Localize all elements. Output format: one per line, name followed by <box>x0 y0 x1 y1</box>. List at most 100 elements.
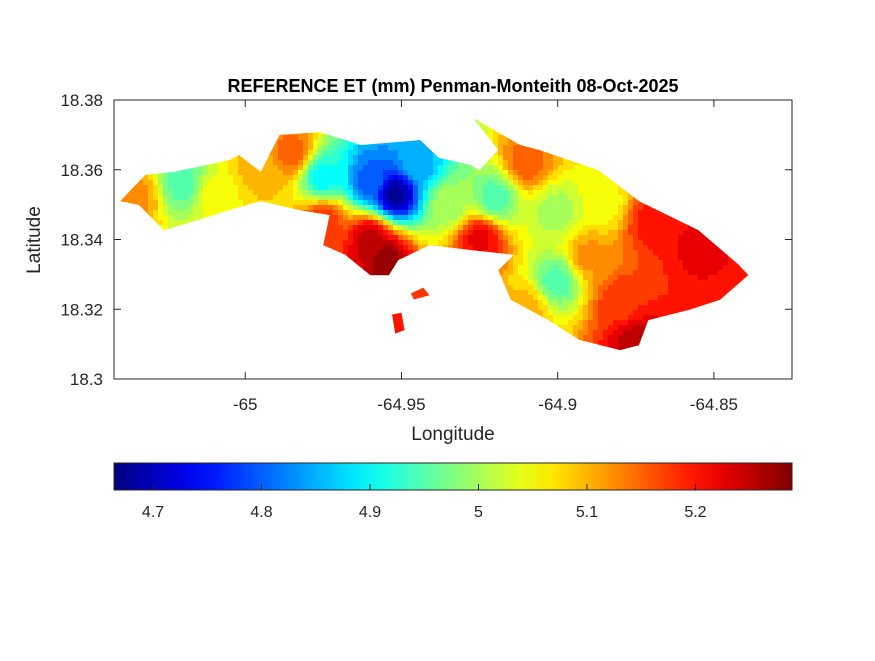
contour-cell <box>328 145 334 151</box>
contour-cell <box>208 200 214 206</box>
contour-cell <box>383 170 389 176</box>
contour-cell <box>398 220 404 226</box>
contour-cell <box>248 195 254 201</box>
contour-cell <box>233 180 239 186</box>
contour-cell <box>623 290 629 296</box>
contour-cell <box>423 190 429 196</box>
contour-cell <box>513 170 519 176</box>
contour-cell <box>613 285 619 291</box>
contour-cell <box>273 150 279 156</box>
contour-cell <box>533 165 539 171</box>
contour-cell <box>288 145 294 151</box>
contour-cell <box>558 220 564 226</box>
contour-cell <box>513 175 519 181</box>
contour-cell <box>608 335 614 341</box>
contour-cell <box>263 175 269 181</box>
contour-cell <box>533 175 539 181</box>
contour-cell <box>283 170 289 176</box>
contour-cell <box>218 165 224 171</box>
contour-cell <box>473 180 479 186</box>
contour-cell <box>483 130 489 136</box>
contour-cell <box>363 205 369 211</box>
contour-cell <box>323 205 329 211</box>
contour-cell <box>508 280 514 286</box>
contour-cell <box>363 170 369 176</box>
contour-cell <box>593 215 599 221</box>
contour-cell <box>383 255 389 261</box>
contour-cell <box>488 135 494 141</box>
contour-cell <box>183 170 189 176</box>
contour-cell <box>378 160 384 166</box>
contour-cell <box>378 145 384 151</box>
contour-cell <box>583 305 589 311</box>
contour-cell <box>548 225 554 231</box>
contour-cell <box>523 255 529 261</box>
contour-cell <box>403 165 409 171</box>
contour-cell <box>348 180 354 186</box>
contour-cell <box>413 195 419 201</box>
contour-cell <box>538 230 544 236</box>
contour-cell <box>488 180 494 186</box>
contour-cell <box>588 180 594 186</box>
contour-cell <box>458 175 464 181</box>
contour-cell <box>563 290 569 296</box>
contour-cell <box>613 230 619 236</box>
contour-cell <box>568 235 574 241</box>
contour-cell <box>368 175 374 181</box>
contour-cell <box>423 165 429 171</box>
contour-cell <box>308 180 314 186</box>
contour-cell <box>323 160 329 166</box>
contour-cell <box>513 210 519 216</box>
contour-cell <box>533 215 539 221</box>
contour-cell <box>508 290 514 296</box>
contour-cell <box>528 260 534 266</box>
contour-cell <box>443 205 449 211</box>
contour-cell <box>623 255 629 261</box>
contour-cell <box>443 165 449 171</box>
contour-cell <box>608 205 614 211</box>
contour-cell <box>303 195 309 201</box>
contour-cell <box>198 170 204 176</box>
contour-cell <box>503 155 509 161</box>
contour-cell <box>453 160 459 166</box>
contour-cell <box>233 205 239 211</box>
contour-cell <box>268 175 274 181</box>
contour-cell <box>298 175 304 181</box>
contour-cell <box>553 185 559 191</box>
contour-cell <box>503 265 509 271</box>
contour-cell <box>388 190 394 196</box>
contour-cell <box>478 235 484 241</box>
contour-cell <box>473 205 479 211</box>
contour-cell <box>323 180 329 186</box>
contour-cell <box>343 165 349 171</box>
contour-cell <box>228 200 234 206</box>
contour-cell <box>403 205 409 211</box>
contour-cell <box>618 225 624 231</box>
contour-cell <box>513 240 519 246</box>
contour-cell <box>488 220 494 226</box>
contour-cell <box>563 325 569 331</box>
contour-cell <box>548 265 554 271</box>
contour-cell <box>348 250 354 256</box>
contour-cell <box>148 195 154 201</box>
contour-cell <box>603 205 609 211</box>
contour-cell <box>143 180 149 186</box>
contour-cell <box>368 200 374 206</box>
contour-cell <box>403 245 409 251</box>
contour-cell <box>468 175 474 181</box>
contour-cell <box>303 165 309 171</box>
contour-cell <box>448 235 454 241</box>
contour-cell <box>533 200 539 206</box>
contour-cell <box>248 175 254 181</box>
contour-cell <box>198 205 204 211</box>
contour-cell <box>218 160 224 166</box>
contour-cell <box>363 225 369 231</box>
contour-cell <box>408 240 414 246</box>
contour-cell <box>308 175 314 181</box>
contour-cell <box>478 210 484 216</box>
contour-cell <box>158 220 164 226</box>
contour-cell <box>573 225 579 231</box>
contour-cell <box>528 275 534 281</box>
contour-cell <box>608 195 614 201</box>
contour-cell <box>443 170 449 176</box>
